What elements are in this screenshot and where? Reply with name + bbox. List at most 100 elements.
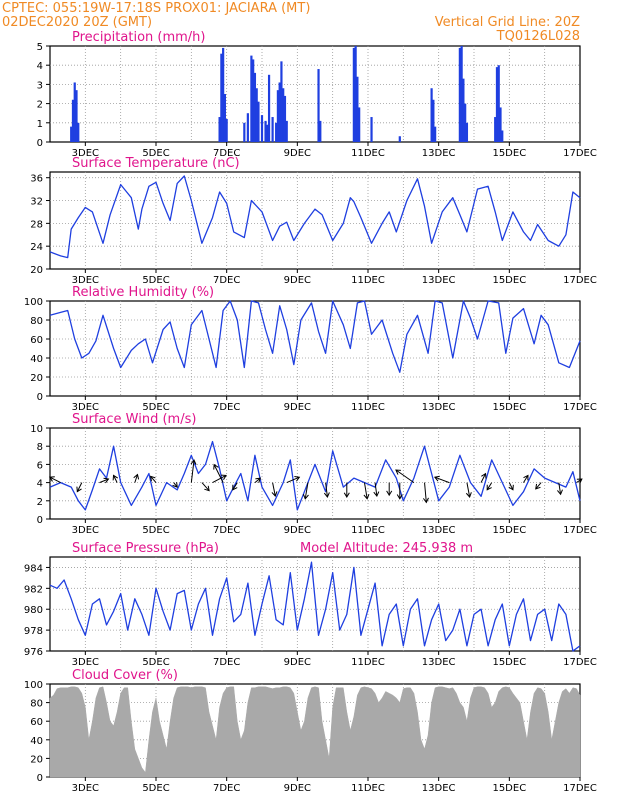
precip-bar [356,76,359,142]
precip-ytick: 3 [37,80,43,91]
wind-vector [212,474,227,484]
pressure-ytick: 982 [24,584,43,595]
wind-vector-head [535,483,541,490]
temp-frame [49,171,581,270]
wind-vector [254,477,261,483]
wind-vector [535,482,542,490]
wind-vector [466,482,471,498]
cloud-xtick: 13DEC [422,783,456,794]
cloud-xtick: 9DEC [284,783,311,794]
precip-bar [278,82,281,142]
wind-vector [190,460,195,483]
wind-vector [304,482,309,499]
wind-vector-head [508,484,514,491]
temp-xtick: 5DEC [142,275,169,286]
humidity-xtick: 13DEC [422,402,456,413]
wind-frame [49,427,581,520]
header-grid-line: Vertical Grid Line: 20Z [435,15,580,30]
wind-vector [325,482,328,498]
wind-vector-head [486,484,492,491]
humidity-xtick: 9DEC [284,402,311,413]
precip-bar [464,103,467,142]
wind-xtick: 7DEC [213,525,240,536]
wind-vector [134,474,138,483]
temp-panel: Surface Temperature (nC) 20 24 28 32 36 3DEC 5D… [30,156,597,286]
cloud-ytick: 60 [30,717,43,728]
precip-bar [358,107,361,142]
wind-vector-head [112,474,119,481]
wind-vector-head [149,475,156,482]
precip-bar [280,61,283,142]
cloud-ytick: 0 [37,773,43,784]
cloud-ytick: 100 [24,680,43,691]
wind-title: Surface Wind (m/s) [72,412,196,427]
pressure-annotation: Model Altitude: 245.938 m [300,541,473,556]
wind-vector [76,482,83,492]
wind-vector [508,482,514,491]
precip-panel: Precipitation (mm/h) 0 1 2 3 4 5 3DEC 5DEC 7DEC 9D… [37,30,597,159]
wind-vector-head [373,491,380,498]
wind-vector-head [221,474,227,480]
precip-ytick: 4 [37,61,43,72]
wind-vector-head [213,463,219,470]
temp-ytick: 24 [30,242,43,253]
precip-bar [246,113,249,142]
precip-bar [432,99,435,142]
precip-bar [257,101,260,142]
temp-ytick: 20 [30,265,43,276]
precip-xtick: 13DEC [422,148,456,159]
precip-bar [255,88,258,142]
precip-xtick: 17DEC [563,148,597,159]
precip-title: Precipitation (mm/h) [72,30,205,45]
precip-bar [499,107,502,142]
cloud-xtick: 17DEC [563,783,597,794]
wind-xtick: 5DEC [142,525,169,536]
humidity-xtick: 5DEC [142,402,169,413]
precip-bar [243,122,246,142]
wind-vector-head [396,494,403,500]
precip-bar [70,126,73,142]
wind-ytick: 0 [37,515,43,526]
precip-bar [253,72,257,142]
wind-vector [434,476,450,484]
wind-vector-head [190,459,197,465]
temp-ytick: 36 [30,174,43,185]
precip-bar [275,122,278,142]
wind-vector [480,473,487,483]
wind-vector [286,476,300,484]
humidity-title: Relative Humidity (%) [72,285,214,300]
wind-xtick: 11DEC [351,525,385,536]
pressure-ytick: 978 [24,626,43,637]
precip-bar [271,117,274,142]
wind-xtick: 13DEC [422,525,456,536]
wind-vector [113,475,118,483]
wind-vector [201,482,210,492]
temp-line [49,175,581,259]
precip-bar [71,99,75,142]
precip-bar [285,120,288,142]
precip-ytick: 1 [37,119,43,130]
temp-xtick: 11DEC [351,275,385,286]
wind-vector [272,482,276,497]
humidity-xtick: 11DEC [351,402,385,413]
precip-bar [266,124,269,142]
wind-ytick: 8 [37,442,43,453]
wind-vector-head [302,493,309,500]
header-date: 02DEC2020 20Z (GMT) [2,15,152,30]
precip-bar [267,74,271,142]
humidity-xtick: 3DEC [72,402,99,413]
cloud-xtick: 15DEC [492,783,526,794]
precip-ytick: 2 [37,100,43,111]
wind-vector-head [523,474,529,481]
cloud-ytick: 80 [30,699,43,710]
pressure-ytick: 976 [24,647,43,658]
pressure-line [49,561,581,652]
wind-xtick: 3DEC [72,525,99,536]
precip-bar [370,117,373,142]
precip-bar [434,126,437,142]
precip-bar [225,118,228,142]
wind-vector-head [294,476,301,482]
pressure-xtick: 13DEC [422,657,456,668]
wind-vector-head [465,492,472,498]
